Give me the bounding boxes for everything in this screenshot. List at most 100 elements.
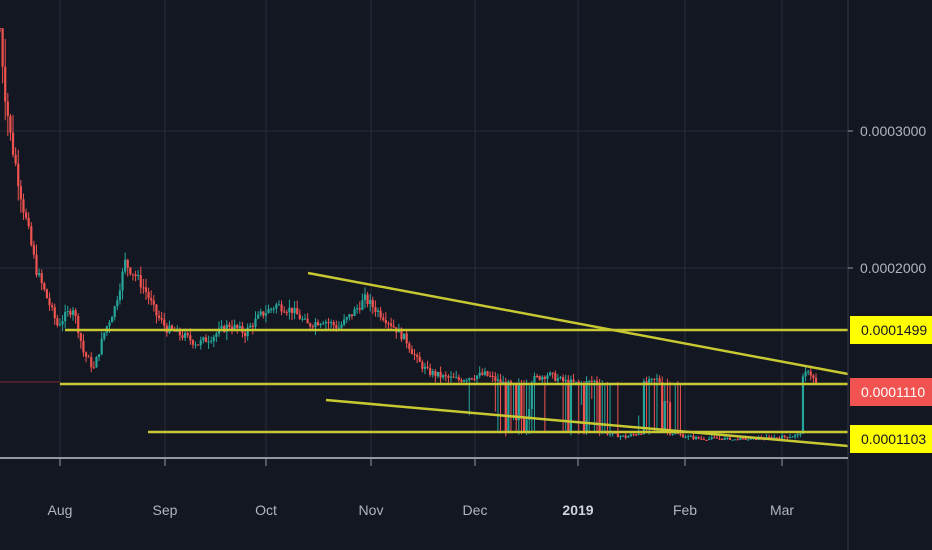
candle[interactable]: [590, 375, 593, 399]
candle[interactable]: [348, 313, 351, 321]
candle[interactable]: [53, 303, 56, 325]
candle[interactable]: [541, 375, 544, 384]
candle[interactable]: [392, 319, 395, 328]
candle[interactable]: [598, 378, 601, 436]
candle[interactable]: [418, 351, 421, 362]
trend-line-drawing[interactable]: [307, 271, 849, 376]
candle[interactable]: [582, 381, 586, 435]
candle[interactable]: [343, 314, 346, 327]
candle[interactable]: [32, 240, 35, 259]
candle[interactable]: [134, 270, 137, 282]
candle[interactable]: [405, 329, 408, 349]
candle[interactable]: [35, 244, 38, 278]
candle[interactable]: [48, 292, 51, 311]
candle[interactable]: [207, 335, 210, 349]
candle[interactable]: [382, 313, 385, 322]
candle[interactable]: [100, 332, 103, 356]
candle[interactable]: [95, 355, 98, 368]
candle[interactable]: [533, 372, 536, 433]
candle[interactable]: [689, 434, 692, 437]
candle[interactable]: [280, 300, 283, 316]
candle[interactable]: [45, 288, 49, 299]
candle[interactable]: [58, 318, 62, 327]
candle[interactable]: [408, 341, 411, 353]
candle[interactable]: [611, 432, 614, 437]
candle[interactable]: [416, 352, 419, 364]
candle[interactable]: [517, 378, 520, 435]
candle[interactable]: [6, 92, 9, 136]
candle[interactable]: [491, 371, 494, 383]
candle[interactable]: [87, 354, 90, 358]
candle[interactable]: [572, 373, 575, 383]
candle[interactable]: [525, 379, 528, 436]
candle[interactable]: [781, 432, 784, 440]
candle[interactable]: [692, 432, 695, 440]
candle[interactable]: [801, 373, 805, 434]
candle[interactable]: [700, 435, 703, 440]
candle[interactable]: [301, 315, 304, 322]
candle[interactable]: [24, 208, 28, 221]
candle[interactable]: [608, 382, 612, 437]
price-tag[interactable]: 0.0001103: [850, 425, 932, 453]
candle[interactable]: [814, 373, 818, 384]
candle[interactable]: [118, 283, 122, 305]
candle[interactable]: [674, 383, 677, 435]
candle[interactable]: [267, 304, 270, 314]
candle[interactable]: [163, 312, 166, 332]
candle[interactable]: [356, 304, 359, 314]
candle[interactable]: [371, 296, 374, 314]
candle[interactable]: [361, 293, 364, 311]
candle[interactable]: [783, 434, 786, 439]
candle[interactable]: [38, 268, 41, 278]
candle[interactable]: [369, 294, 372, 312]
candle[interactable]: [504, 377, 507, 437]
candle[interactable]: [577, 379, 580, 435]
candle[interactable]: [616, 382, 619, 438]
candle[interactable]: [228, 321, 231, 330]
candle[interactable]: [77, 313, 80, 339]
candle[interactable]: [129, 266, 132, 276]
candle[interactable]: [721, 438, 724, 440]
candle[interactable]: [327, 317, 330, 330]
candle[interactable]: [137, 270, 140, 281]
candle[interactable]: [666, 378, 669, 436]
candle[interactable]: [74, 308, 77, 324]
candle[interactable]: [30, 222, 33, 247]
candle[interactable]: [734, 439, 737, 441]
candle[interactable]: [520, 379, 523, 435]
candle[interactable]: [447, 374, 450, 383]
candle[interactable]: [64, 304, 67, 329]
candle[interactable]: [350, 314, 354, 320]
price-axis[interactable]: 0.0003000 0.0002000 0.0001499 0.0001110 0.00…: [848, 123, 932, 453]
candle[interactable]: [116, 296, 119, 311]
candle[interactable]: [150, 290, 153, 306]
candle[interactable]: [56, 314, 59, 328]
candle[interactable]: [19, 180, 22, 213]
candle[interactable]: [509, 379, 513, 434]
candle[interactable]: [259, 308, 262, 317]
candle[interactable]: [429, 363, 432, 377]
candle[interactable]: [530, 380, 533, 434]
candle[interactable]: [66, 305, 69, 317]
candle[interactable]: [11, 114, 15, 158]
candle[interactable]: [723, 435, 726, 440]
candle[interactable]: [251, 322, 254, 335]
candle[interactable]: [290, 307, 294, 321]
candle[interactable]: [358, 301, 361, 314]
candle[interactable]: [736, 437, 739, 441]
candle[interactable]: [254, 311, 257, 331]
candle[interactable]: [478, 366, 481, 379]
candle[interactable]: [40, 269, 43, 291]
candle[interactable]: [489, 371, 492, 378]
candle[interactable]: [585, 376, 588, 435]
candle[interactable]: [27, 212, 30, 230]
candle[interactable]: [1, 28, 4, 84]
candle[interactable]: [431, 368, 434, 378]
candle[interactable]: [121, 268, 124, 300]
candle[interactable]: [444, 371, 447, 382]
candle[interactable]: [457, 374, 460, 383]
candle[interactable]: [528, 383, 531, 435]
candle[interactable]: [256, 311, 260, 320]
candle[interactable]: [160, 311, 163, 324]
candle[interactable]: [551, 372, 554, 379]
